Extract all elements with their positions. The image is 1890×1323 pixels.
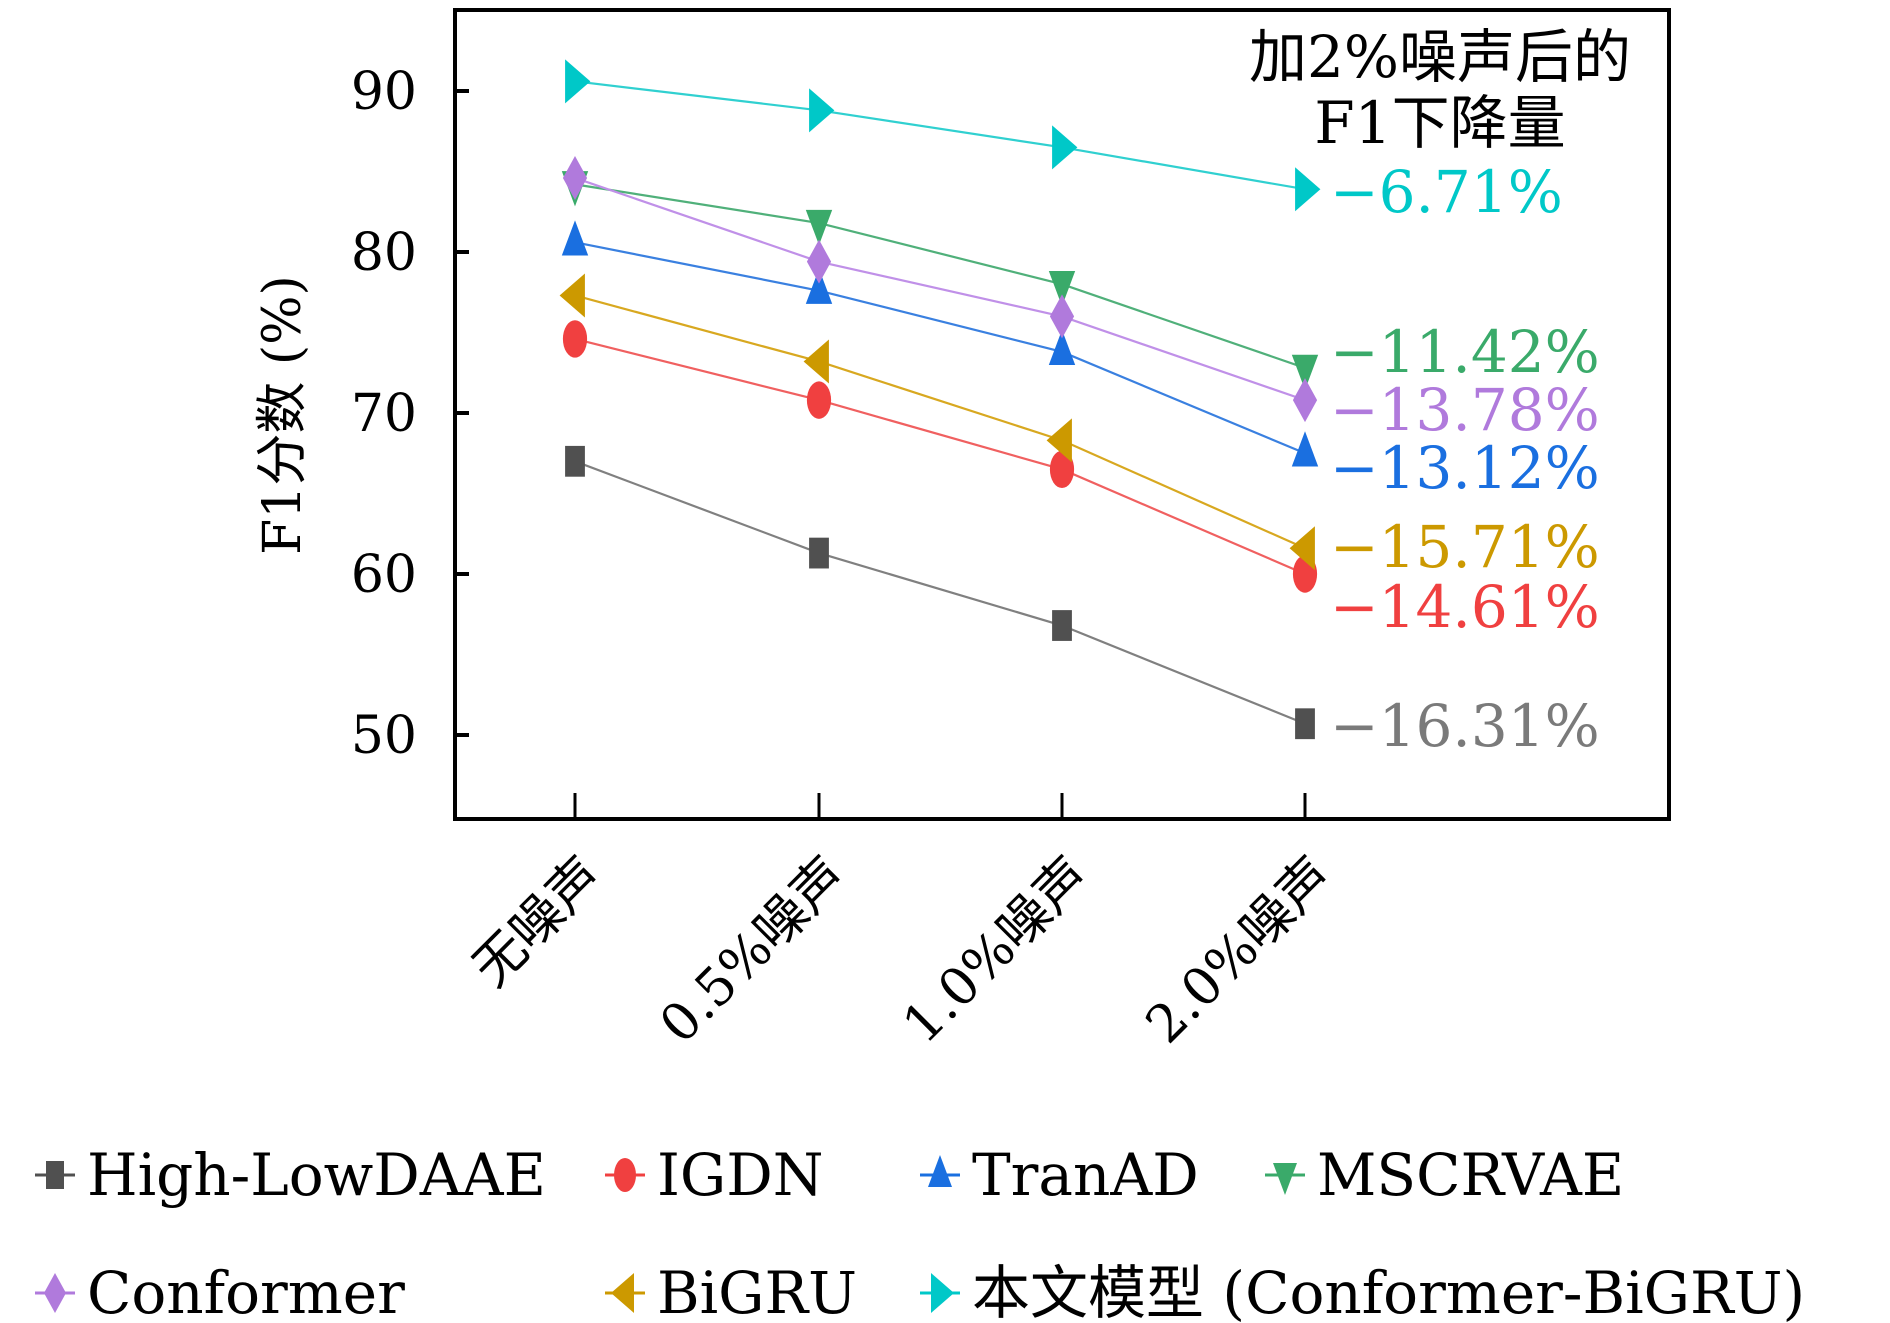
y-axis-ticks: 50 60 70 80 90 <box>351 62 469 766</box>
legend-item: IGDN <box>605 1141 824 1209</box>
legend-item: 本文模型 (Conformer-BiGRU) <box>920 1259 1805 1323</box>
marker-triangle-up <box>1291 431 1319 467</box>
y-tick-label: 60 <box>351 545 417 605</box>
marker-triangle-down <box>805 209 833 246</box>
marker-triangle-left <box>1046 418 1072 463</box>
marker-square <box>565 445 585 477</box>
marker-triangle-right <box>1052 125 1078 170</box>
series--conformer-bigru- <box>565 59 1321 212</box>
marker-diamond <box>562 155 588 200</box>
legend: High-LowDAAE IGDN TranAD MSCRVAE Conformer Bi… <box>35 1141 1805 1323</box>
drop-annotation: 加2%噪声后的 F1下降量 <box>1249 23 1631 157</box>
marker-square <box>1295 708 1315 740</box>
marker-triangle-up <box>1048 329 1076 366</box>
marker-triangle-left <box>1289 526 1315 571</box>
series-mscrvae <box>561 171 1319 390</box>
legend-item: MSCRVAE <box>1265 1141 1624 1209</box>
series-line <box>574 337 1306 576</box>
marker-diamond <box>1049 294 1075 339</box>
drop-label: −6.71% <box>1330 158 1563 226</box>
marker-triangle-down <box>1273 1163 1297 1195</box>
marker-ellipse <box>614 1158 636 1192</box>
legend-label: BiGRU <box>657 1259 857 1323</box>
legend-item: Conformer <box>35 1259 405 1323</box>
marker-square <box>809 537 829 569</box>
drop-label: −14.61% <box>1330 573 1600 641</box>
series-high-lowdaae <box>565 445 1315 740</box>
legend-label: MSCRVAE <box>1317 1141 1624 1209</box>
series-line <box>574 241 1306 455</box>
legend-label: High-LowDAAE <box>87 1141 546 1209</box>
x-axis-ticks: 无噪声 0.5%噪声 1.0%噪声 2.0%噪声 <box>461 793 1344 1055</box>
annotation-title-line-2: F1下降量 <box>1314 89 1565 157</box>
legend-label: Conformer <box>87 1259 405 1323</box>
marker-triangle-right <box>1295 167 1321 212</box>
marker-triangle-left <box>803 339 829 384</box>
legend-label: 本文模型 (Conformer-BiGRU) <box>972 1259 1805 1323</box>
marker-triangle-down <box>1048 271 1076 307</box>
series-tranad <box>561 220 1319 467</box>
marker-triangle-left <box>559 273 585 318</box>
marker-triangle-right <box>809 88 835 133</box>
marker-ellipse <box>1049 450 1075 489</box>
x-tick-label: 1.0%噪声 <box>892 846 1101 1055</box>
marker-triangle-right <box>565 59 591 104</box>
series-bigru <box>559 273 1315 571</box>
y-tick-label: 80 <box>351 223 417 283</box>
marker-diamond <box>806 239 832 284</box>
drop-label: −13.78% <box>1330 376 1600 444</box>
x-tick-label: 2.0%噪声 <box>1135 846 1344 1055</box>
y-tick-label: 70 <box>351 384 417 444</box>
marker-square <box>1052 610 1072 641</box>
annotation-title-line-1: 加2%噪声后的 <box>1249 23 1631 91</box>
legend-item: TranAD <box>920 1141 1199 1209</box>
x-tick-label: 0.5%噪声 <box>649 846 858 1055</box>
y-tick-label: 50 <box>351 706 417 766</box>
legend-item: BiGRU <box>605 1259 857 1323</box>
series-igdn <box>562 320 1318 593</box>
drop-label: −16.31% <box>1330 692 1600 760</box>
marker-ellipse <box>562 320 588 358</box>
marker-triangle-left <box>611 1273 634 1313</box>
marker-diamond <box>44 1273 66 1313</box>
drop-labels: −16.31% −14.61% −13.12% −11.42%−13.78% −15.7… <box>1330 158 1600 760</box>
y-axis-label: F1分数 (%) <box>253 275 313 555</box>
marker-square <box>46 1161 64 1189</box>
x-tick-label: 无噪声 <box>461 846 614 999</box>
marker-ellipse <box>806 381 832 419</box>
series-line <box>574 80 1306 191</box>
y-tick-label: 90 <box>351 62 417 122</box>
drop-label: −11.42% <box>1330 318 1600 386</box>
drop-label: −13.12% <box>1330 434 1600 502</box>
series-line <box>574 294 1306 550</box>
legend-label: TranAD <box>972 1141 1199 1209</box>
series-line <box>574 183 1306 369</box>
legend-item: High-LowDAAE <box>35 1141 546 1209</box>
series-line <box>574 460 1306 725</box>
marker-diamond <box>1292 378 1318 423</box>
marker-triangle-up <box>805 268 833 304</box>
marker-triangle-right <box>931 1273 954 1313</box>
drop-label: −15.71% <box>1330 513 1600 581</box>
marker-triangle-up <box>928 1155 952 1187</box>
series-group <box>559 59 1321 740</box>
legend-label: IGDN <box>657 1141 824 1209</box>
marker-triangle-up <box>561 220 589 256</box>
series-line <box>574 176 1306 402</box>
series-conformer <box>562 155 1318 423</box>
marker-triangle-down <box>1291 354 1319 390</box>
